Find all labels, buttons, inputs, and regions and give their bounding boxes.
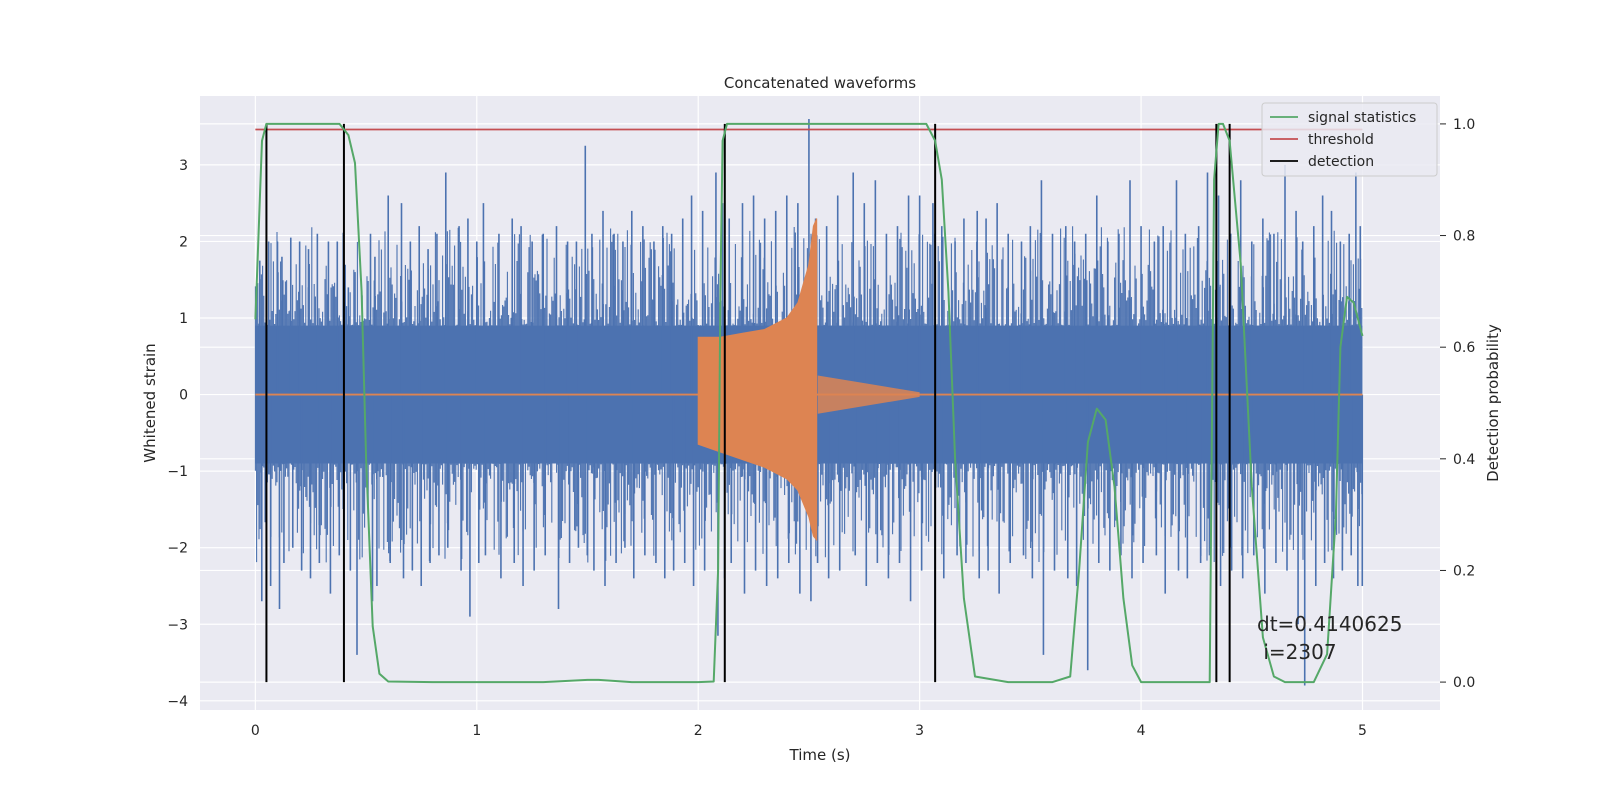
signal-statistics-line bbox=[254, 122, 1364, 684]
y-tick-label: −3 bbox=[167, 617, 188, 633]
legend-label-threshold: threshold bbox=[1308, 132, 1374, 148]
x-tick-label: 0 bbox=[251, 723, 260, 739]
injection-ringdown bbox=[817, 375, 920, 414]
x-tick-label: 1 bbox=[472, 723, 481, 739]
injection-envelope bbox=[697, 218, 818, 542]
y-tick-label: −4 bbox=[167, 694, 188, 710]
legend-label-signal-statistics: signal statistics bbox=[1308, 110, 1416, 126]
y-tick-label: 0 bbox=[179, 388, 188, 404]
x-axis-label: Time (s) bbox=[789, 746, 851, 764]
x-tick-label: 4 bbox=[1137, 723, 1146, 739]
y-tick-label: −1 bbox=[167, 464, 188, 480]
legend-box bbox=[1261, 102, 1438, 177]
y-axis-label: Whitened strain bbox=[141, 343, 159, 462]
y2-tick-label: 0.6 bbox=[1453, 340, 1475, 356]
y-tick-label: 1 bbox=[179, 311, 188, 327]
y-tick-label: −2 bbox=[167, 541, 188, 557]
y-tick-label: 3 bbox=[179, 158, 188, 174]
y2-axis-label: Detection probability bbox=[1484, 324, 1502, 482]
y2-tick-label: 0.0 bbox=[1453, 675, 1475, 691]
injection-series bbox=[255, 218, 1363, 542]
chart-title: Concatenated waveforms bbox=[724, 74, 916, 92]
axis-ticks: 0 1 2 3 4 5 3 2 1 0 −1 −2 −3 −4 1.0 0.8 0.6 0.4 0.2 0.0 bbox=[167, 117, 1475, 739]
y2-tick-label: 0.8 bbox=[1453, 229, 1475, 245]
x-tick-label: 5 bbox=[1358, 723, 1367, 739]
y2-tick-label: 1.0 bbox=[1453, 117, 1475, 133]
x-tick-label: 2 bbox=[694, 723, 703, 739]
y2-tick-label: 0.4 bbox=[1453, 452, 1475, 468]
legend-label-detection: detection bbox=[1308, 154, 1374, 170]
y2-tick-label: 0.2 bbox=[1453, 563, 1475, 579]
x-tick-label: 3 bbox=[915, 723, 924, 739]
y-tick-label: 2 bbox=[179, 234, 188, 250]
annotation-dt: dt=0.4140625 bbox=[1257, 612, 1402, 636]
annotation-i: i=2307 bbox=[1257, 640, 1337, 664]
probability-series bbox=[254, 122, 1364, 684]
legend: signal statistics threshold detection bbox=[1261, 102, 1438, 177]
